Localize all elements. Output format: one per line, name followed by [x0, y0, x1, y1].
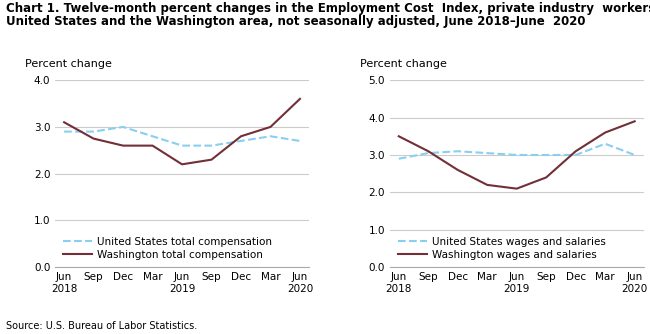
United States total compensation	[149, 134, 157, 138]
Washington wages and salaries	[601, 131, 609, 135]
United States total compensation	[296, 139, 304, 143]
United States wages and salaries	[484, 151, 491, 155]
Line: Washington wages and salaries: Washington wages and salaries	[399, 121, 634, 189]
Washington wages and salaries	[395, 134, 403, 138]
Washington total compensation	[90, 137, 97, 141]
Washington total compensation	[296, 97, 304, 101]
Text: Percent change: Percent change	[25, 59, 112, 69]
United States wages and salaries	[572, 153, 580, 157]
Washington wages and salaries	[542, 175, 550, 179]
Washington wages and salaries	[484, 183, 491, 187]
Line: United States total compensation: United States total compensation	[64, 127, 300, 146]
United States total compensation	[178, 144, 186, 148]
Text: Chart 1. Twelve-month percent changes in the Employment Cost  Index, private ind: Chart 1. Twelve-month percent changes in…	[6, 2, 650, 15]
Washington wages and salaries	[454, 168, 462, 172]
Washington wages and salaries	[513, 187, 521, 191]
Legend: United States wages and salaries, Washington wages and salaries: United States wages and salaries, Washin…	[398, 237, 606, 260]
United States total compensation	[90, 130, 97, 134]
Washington total compensation	[266, 125, 274, 129]
Washington total compensation	[178, 162, 186, 166]
United States total compensation	[237, 139, 245, 143]
Washington total compensation	[237, 134, 245, 138]
United States total compensation	[207, 144, 215, 148]
Washington wages and salaries	[424, 149, 432, 153]
Washington wages and salaries	[572, 149, 580, 153]
United States wages and salaries	[424, 151, 432, 155]
Washington total compensation	[207, 158, 215, 162]
United States wages and salaries	[513, 153, 521, 157]
United States wages and salaries	[542, 153, 550, 157]
Washington total compensation	[149, 144, 157, 148]
Text: United States and the Washington area, not seasonally adjusted, June 2018–June  : United States and the Washington area, n…	[6, 15, 586, 28]
United States total compensation	[266, 134, 274, 138]
Washington total compensation	[119, 144, 127, 148]
Line: Washington total compensation: Washington total compensation	[64, 99, 300, 164]
Washington total compensation	[60, 120, 68, 124]
United States wages and salaries	[454, 149, 462, 153]
Text: Percent change: Percent change	[359, 59, 447, 69]
United States total compensation	[119, 125, 127, 129]
United States wages and salaries	[601, 142, 609, 146]
Washington wages and salaries	[630, 119, 638, 123]
United States wages and salaries	[630, 153, 638, 157]
United States total compensation	[60, 130, 68, 134]
Line: United States wages and salaries: United States wages and salaries	[399, 144, 634, 159]
Legend: United States total compensation, Washington total compensation: United States total compensation, Washin…	[63, 237, 272, 260]
United States wages and salaries	[395, 157, 403, 161]
Text: Source: U.S. Bureau of Labor Statistics.: Source: U.S. Bureau of Labor Statistics.	[6, 321, 198, 331]
